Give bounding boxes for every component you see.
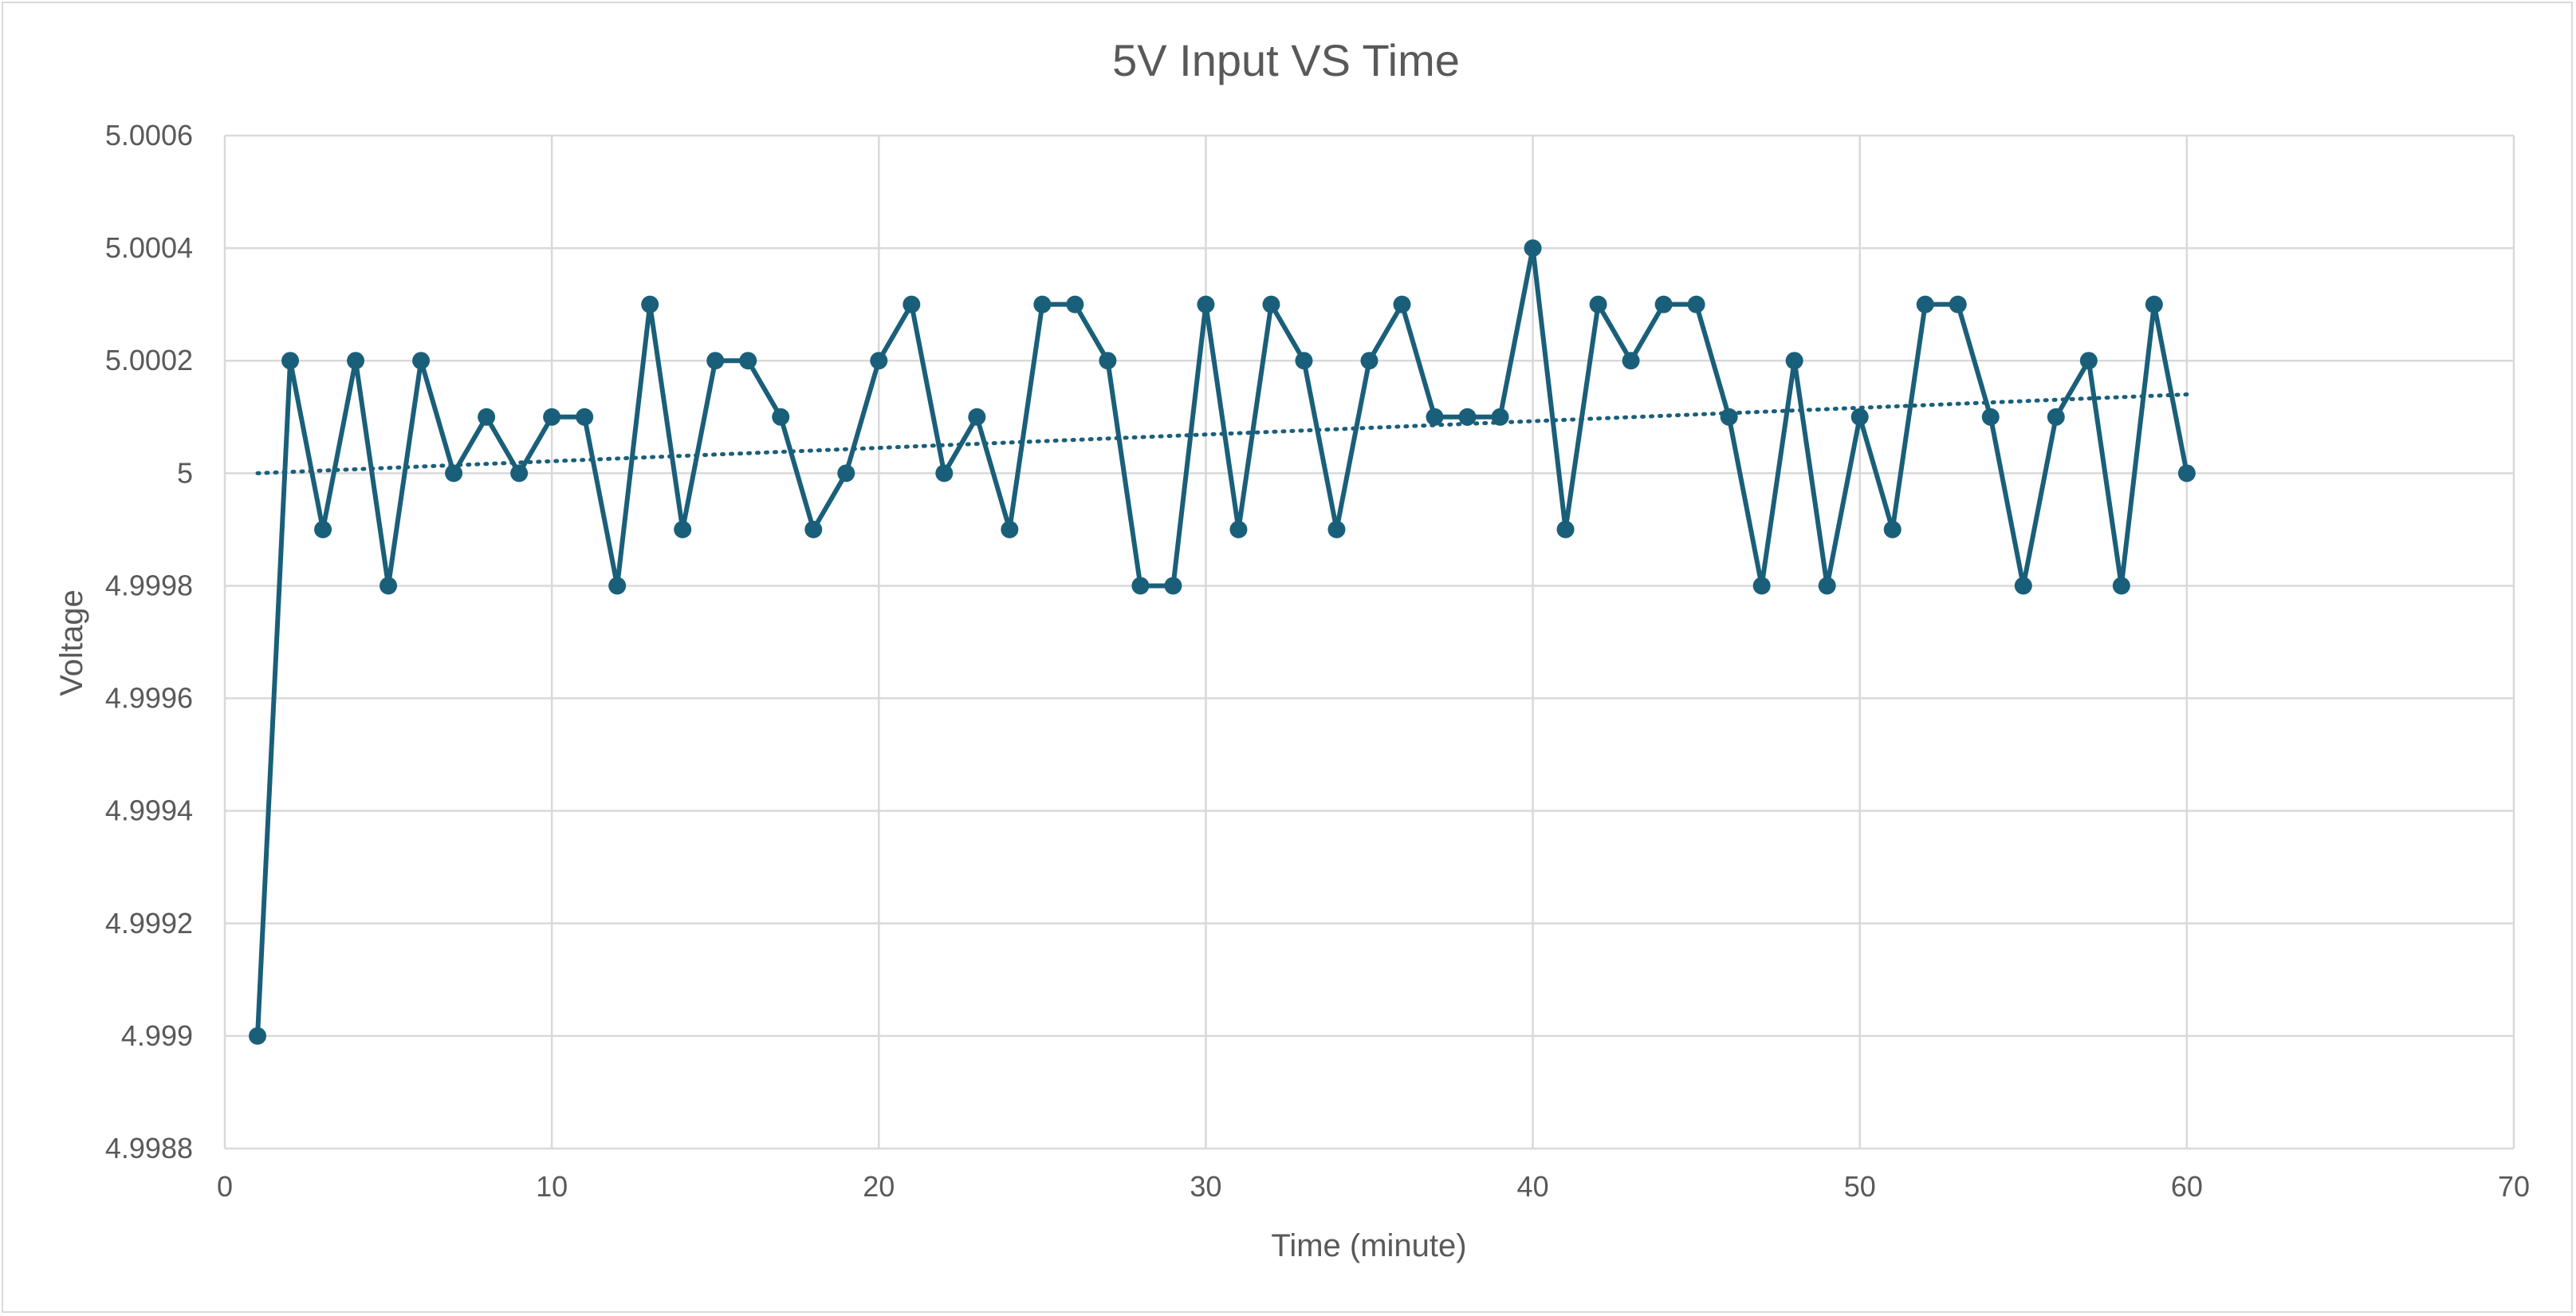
- data-point: [1491, 408, 1509, 426]
- data-series: [249, 239, 2196, 1045]
- data-point: [1818, 577, 1836, 595]
- series-line: [255, 246, 2189, 1037]
- data-point: [1916, 295, 1934, 313]
- y-tick-label: 5: [177, 456, 193, 489]
- x-tick-label: 30: [1190, 1170, 1221, 1203]
- data-point: [1066, 295, 1084, 313]
- data-point: [706, 352, 725, 370]
- chart-title: 5V Input VS Time: [1112, 35, 1460, 85]
- data-point: [1850, 408, 1869, 426]
- data-point: [1131, 577, 1150, 595]
- data-point: [412, 352, 431, 370]
- x-tick-label: 70: [2498, 1170, 2530, 1203]
- data-point: [2112, 577, 2130, 595]
- data-point: [870, 352, 888, 370]
- data-point: [1458, 408, 1477, 426]
- data-point: [1687, 295, 1705, 313]
- data-point: [1295, 352, 1313, 370]
- trendline-path: [255, 392, 2189, 475]
- y-tick-label: 4.9992: [105, 907, 193, 940]
- data-point: [478, 408, 496, 426]
- x-tick-label: 60: [2171, 1170, 2203, 1203]
- data-point: [2014, 577, 2032, 595]
- trendline: [255, 392, 2189, 475]
- data-point: [1262, 295, 1280, 313]
- data-point: [1524, 239, 1542, 258]
- data-point: [1033, 295, 1052, 313]
- data-point: [968, 408, 986, 426]
- y-tick-label: 4.9994: [105, 794, 193, 827]
- data-point: [674, 520, 692, 538]
- data-point: [1622, 352, 1640, 370]
- tick-labels: 4.9988 4.999 4.9992 4.9994 4.9996 4.9998 5 5.00…: [105, 119, 2530, 1203]
- data-point: [380, 577, 398, 595]
- y-tick-label: 4.999: [121, 1019, 193, 1052]
- data-point: [1556, 520, 1575, 538]
- gridlines: [223, 134, 2515, 1150]
- x-tick-label: 20: [863, 1170, 895, 1203]
- y-tick-label: 5.0002: [105, 344, 193, 376]
- data-point: [739, 352, 757, 370]
- data-point: [2145, 295, 2163, 313]
- x-tick-label: 40: [1517, 1170, 1549, 1203]
- data-point: [1164, 577, 1182, 595]
- data-point: [1589, 295, 1607, 313]
- y-tick-label: 4.9996: [105, 682, 193, 715]
- data-point: [1949, 295, 1967, 313]
- data-point: [1883, 520, 1902, 538]
- data-point: [608, 577, 627, 595]
- data-point: [281, 352, 300, 370]
- data-point: [314, 520, 332, 538]
- y-tick-label: 5.0004: [105, 231, 193, 264]
- x-tick-label: 10: [536, 1170, 568, 1203]
- data-point: [576, 408, 594, 426]
- data-point: [1654, 295, 1673, 313]
- data-point: [772, 408, 790, 426]
- data-point: [804, 520, 823, 538]
- y-axis-title: Voltage: [54, 589, 89, 695]
- data-point: [347, 352, 365, 370]
- data-point: [1229, 520, 1248, 538]
- data-point: [903, 295, 921, 313]
- data-point: [935, 464, 954, 483]
- data-point: [837, 464, 855, 483]
- data-point: [1001, 520, 1019, 538]
- y-tick-label: 5.0006: [105, 119, 193, 152]
- data-point: [2177, 464, 2196, 483]
- data-point: [1785, 352, 1803, 370]
- data-point: [1752, 577, 1771, 595]
- data-point: [1720, 408, 1738, 426]
- data-point: [1981, 408, 2000, 426]
- data-point: [641, 295, 659, 313]
- data-point: [249, 1026, 267, 1045]
- data-point: [543, 408, 561, 426]
- x-axis-title: Time (minute): [1271, 1228, 1466, 1263]
- data-point: [445, 464, 463, 483]
- data-point: [510, 464, 529, 483]
- data-point: [1197, 295, 1215, 313]
- data-point: [1099, 352, 1117, 370]
- x-tick-label: 0: [217, 1170, 233, 1203]
- data-point: [1360, 352, 1378, 370]
- y-tick-label: 4.9988: [105, 1132, 193, 1164]
- data-point: [1393, 295, 1411, 313]
- data-point: [1426, 408, 1444, 426]
- data-point: [2047, 408, 2065, 426]
- data-point: [2079, 352, 2098, 370]
- y-tick-label: 4.9998: [105, 569, 193, 601]
- data-point: [1327, 520, 1346, 538]
- x-tick-label: 50: [1844, 1170, 1876, 1203]
